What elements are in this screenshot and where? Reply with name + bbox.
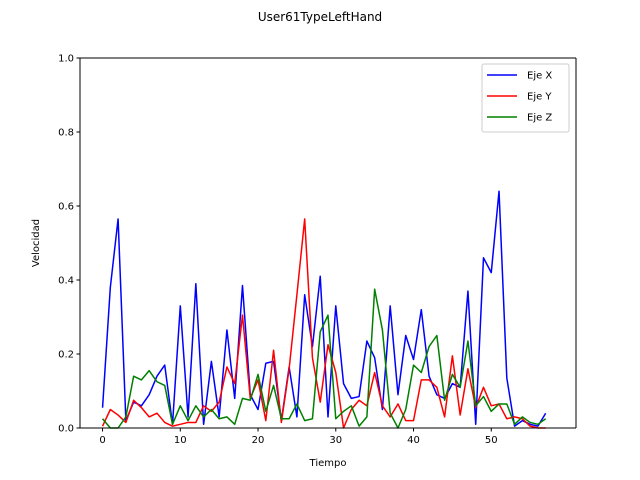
y-axis-ticks: 0.0 0.2 0.4 0.6 0.8 1.0 [58, 54, 80, 435]
legend: Eje X Eje Y Eje Z [481, 63, 570, 133]
series-layer [101, 190, 547, 429]
x-tick-label: 50 [485, 435, 498, 446]
x-tick-label: 10 [174, 435, 187, 446]
x-tick-label: 0 [99, 435, 105, 446]
series-line-3 [101, 288, 547, 429]
y-tick-label: 1.0 [58, 54, 74, 65]
x-axis-ticks: 0 10 20 30 40 50 [99, 428, 498, 446]
legend-label-3: Eje Z [527, 113, 552, 124]
legend-box [481, 63, 570, 133]
y-axis-label: Velocidad [31, 219, 42, 267]
x-tick-label: 20 [252, 435, 265, 446]
y-tick-label: 0.0 [58, 424, 74, 435]
plot-frame [79, 57, 577, 429]
series-line-1 [101, 190, 547, 427]
y-tick-label: 0.4 [58, 276, 74, 287]
x-tick-label: 40 [407, 435, 420, 446]
legend-label-2: Eje Y [527, 92, 552, 103]
y-tick-label: 0.8 [58, 128, 74, 139]
x-axis-label: Tiempo [309, 458, 347, 469]
x-tick-label: 30 [329, 435, 342, 446]
series-line-2 [101, 218, 546, 429]
y-tick-label: 0.2 [58, 350, 74, 361]
chart-title: User61TypeLeftHand [258, 10, 382, 24]
y-tick-label: 0.6 [58, 202, 74, 213]
legend-label-1: Eje X [527, 71, 552, 82]
